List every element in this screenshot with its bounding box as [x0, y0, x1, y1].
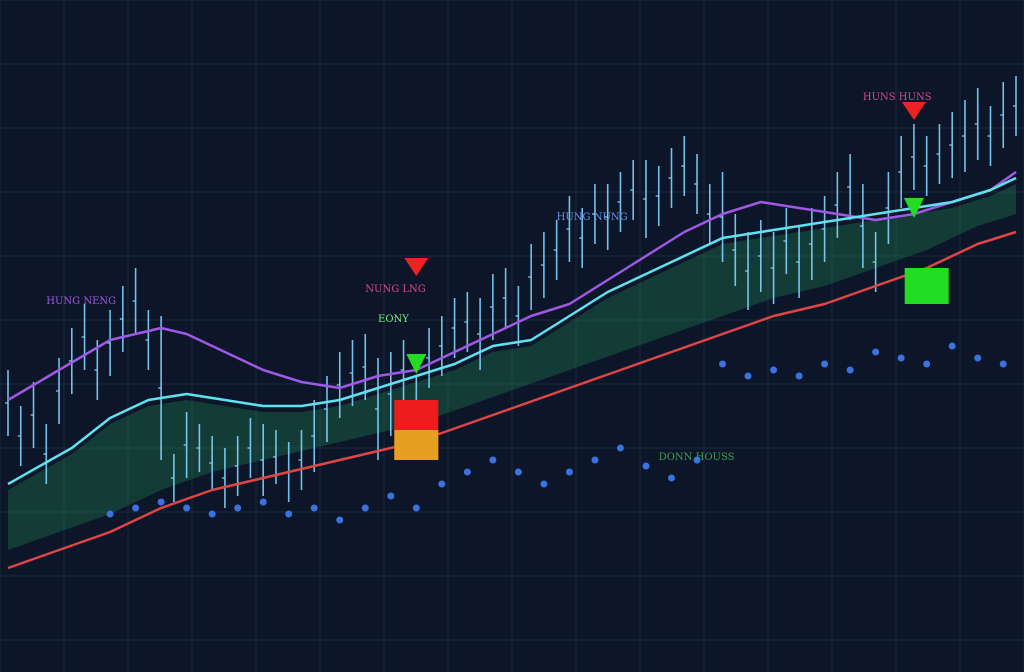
signal-dot	[591, 456, 599, 464]
signal-dot	[923, 360, 931, 368]
fast_ma-line	[7, 176, 1017, 486]
signal-dot	[540, 480, 548, 488]
signal-dot	[310, 504, 318, 512]
signal-dot	[974, 354, 982, 362]
signal-dot	[744, 372, 752, 380]
signal-dot	[438, 480, 446, 488]
annotation-label: HUNS HUNS	[863, 92, 932, 103]
signal-dot	[285, 510, 293, 518]
buy-arrow-marker	[903, 198, 924, 218]
cloud-band	[8, 184, 1016, 550]
signal-dot	[361, 504, 369, 512]
annotation-labels: HUNG NENG NUNG LNG EONY HUNG NUNG HUNS HUNS D…	[46, 92, 931, 463]
signal-dot	[948, 342, 956, 350]
buy-arrow-marker	[406, 354, 427, 374]
signal-dot	[770, 366, 778, 374]
signal-boxes	[394, 268, 949, 460]
signal-dot	[336, 516, 344, 524]
signal-dot	[463, 468, 471, 476]
signal-dot	[132, 504, 140, 512]
signal-dot	[259, 498, 267, 506]
signal-dot	[387, 492, 395, 500]
signal-dot	[693, 456, 701, 464]
signal-dot	[234, 504, 242, 512]
signal-dot	[157, 498, 165, 506]
signal-dot	[565, 468, 573, 476]
signal-dot	[821, 360, 829, 368]
annotation-label: HUNG NUNG	[557, 212, 628, 223]
signal-dots	[106, 342, 1007, 524]
cloud-area	[8, 184, 1016, 550]
annotation-label: HUNG NENG	[46, 296, 116, 307]
sell-arrow-marker	[404, 258, 429, 276]
signal-box	[904, 268, 949, 304]
signal-dot	[872, 348, 880, 356]
signal-dot	[616, 444, 624, 452]
signal-dot	[667, 474, 675, 482]
signal-dot	[897, 354, 905, 362]
signal-dot	[999, 360, 1007, 368]
signal-dot	[795, 372, 803, 380]
signal-dot	[514, 468, 522, 476]
annotation-label: DONN HOUSS	[659, 452, 735, 463]
signal-dot	[208, 510, 216, 518]
signal-dot	[106, 510, 114, 518]
signal-box	[394, 430, 439, 460]
price-bars	[5, 76, 1017, 508]
signal-dot	[642, 462, 650, 470]
annotation-label: NUNG LNG	[365, 284, 425, 295]
annotation-label: EONY	[378, 314, 409, 325]
slow_ma-line	[7, 170, 1017, 402]
moving-average-lines	[7, 170, 1017, 570]
signal-dot	[489, 456, 497, 464]
signal-dot	[183, 504, 191, 512]
signal-markers	[404, 102, 926, 374]
trend_ma-line	[7, 230, 1017, 570]
signal-dot	[412, 504, 420, 512]
signal-dot	[719, 360, 727, 368]
signal-dot	[846, 366, 854, 374]
sell-arrow-marker	[901, 102, 926, 120]
